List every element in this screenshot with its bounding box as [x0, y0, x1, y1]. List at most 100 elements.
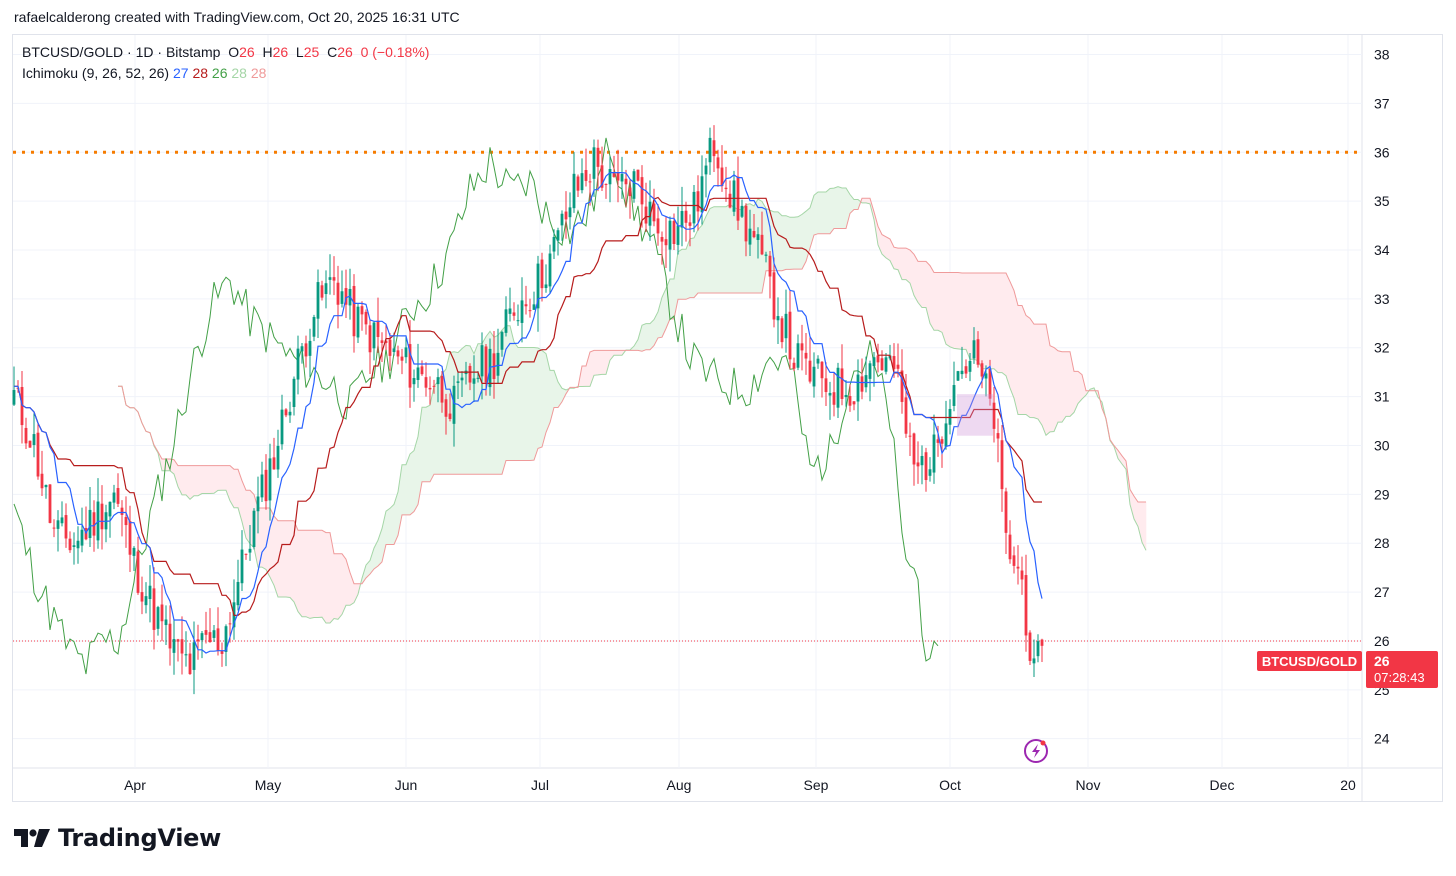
candle-body [940, 439, 944, 444]
candle-body [628, 187, 632, 197]
cloud-segment [961, 272, 967, 350]
chart-frame[interactable] [12, 34, 1443, 802]
high-value: 26 [272, 44, 289, 60]
cloud-segment [525, 347, 531, 461]
cloud-segment [989, 272, 995, 370]
candle-body [240, 549, 244, 584]
candle-body [376, 320, 380, 338]
candle-body [708, 137, 712, 163]
tradingview-logo-icon [14, 829, 50, 847]
candle-body [924, 452, 928, 481]
cloud-segment [1073, 371, 1079, 413]
candle-body [668, 220, 672, 250]
cloud-segment [181, 465, 187, 496]
candle-body [508, 308, 512, 314]
cloud-segment [1021, 305, 1027, 415]
candle-body [700, 176, 704, 213]
candle-body [964, 366, 968, 374]
candle-body [52, 527, 56, 529]
legend-separator: · [127, 44, 132, 60]
cloud-segment [937, 272, 943, 333]
candle-body [412, 378, 416, 385]
candle-body [844, 394, 848, 398]
candle-body [1012, 555, 1016, 566]
y-tick-label: 33 [1374, 291, 1390, 307]
candle-body [748, 228, 752, 245]
cloud-segment [617, 350, 623, 356]
candle-body [76, 540, 80, 549]
cloud-segment [401, 464, 407, 516]
cloud-segment [649, 318, 655, 351]
cloud-segment [641, 323, 647, 352]
candle-body [1028, 632, 1032, 661]
flash-icon [1032, 744, 1040, 758]
candle-body [280, 409, 284, 445]
cloud-segment [325, 532, 331, 624]
candle-body [480, 345, 484, 377]
symbol-legend[interactable]: BTCUSD/GOLD · 1D · Bitstamp O26 H26 L25 … [22, 44, 429, 60]
candle-body [20, 387, 24, 426]
symbol-name[interactable]: BTCUSD/GOLD [22, 44, 124, 60]
indicator-legend[interactable]: Ichimoku (9, 26, 52, 26) 27 28 26 28 28 [22, 65, 266, 81]
candle-body [800, 343, 804, 351]
candle-body [520, 300, 524, 323]
candle-body [496, 352, 500, 376]
cloud-segment [701, 216, 707, 294]
candle-body [12, 390, 16, 405]
candle-body [88, 509, 92, 539]
cloud-segment [749, 203, 755, 294]
cloud-segment [185, 465, 191, 501]
cloud-segment [245, 490, 251, 545]
candle-body [56, 520, 60, 529]
candle-body [636, 169, 640, 181]
candle-body [196, 639, 200, 642]
candle-body [556, 230, 560, 241]
close-value: 26 [337, 44, 353, 60]
candle-body [684, 210, 688, 223]
cloud-segment [813, 191, 819, 236]
candle-body [632, 171, 636, 199]
candle-body [596, 147, 600, 167]
tradingview-logo: TradingView [14, 824, 221, 852]
candle-body [860, 376, 864, 392]
candle-body [812, 366, 816, 387]
candle-body [672, 221, 676, 245]
candle-body [212, 630, 216, 638]
candle-body [24, 427, 28, 444]
candle-body [1008, 534, 1012, 560]
candle-body [616, 172, 620, 181]
cloud-segment [901, 247, 907, 280]
event-marker-icon [1024, 739, 1048, 763]
candle-body [936, 439, 940, 443]
cloud-segment [689, 237, 695, 298]
candle-body [368, 325, 372, 353]
cloud-segment [669, 278, 675, 320]
candle-body [176, 639, 180, 642]
candle-body [704, 165, 708, 175]
interval-label[interactable]: 1D [135, 44, 154, 60]
cloud-segment [753, 197, 759, 294]
cloud-segment [1037, 323, 1043, 427]
candle-body [160, 604, 164, 622]
cloud-segment [737, 208, 743, 294]
indicator-name[interactable]: Ichimoku (9, 26, 52, 26) [22, 65, 170, 81]
senkou-span-a-line [118, 186, 1147, 624]
candle-body [156, 607, 160, 629]
candle-body [1004, 491, 1008, 533]
candle-body [880, 358, 884, 371]
cloud-segment [965, 272, 971, 360]
y-tick-label: 28 [1374, 535, 1390, 551]
candle-body [284, 409, 288, 416]
y-tick-label: 31 [1374, 389, 1390, 405]
candle-body [380, 340, 384, 343]
candle-body [932, 434, 936, 473]
candle-body [1020, 570, 1024, 580]
x-tick-label: Jul [531, 777, 549, 793]
x-tick-label: 20 [1340, 777, 1356, 793]
cloud-segment [861, 198, 867, 204]
cloud-segment [905, 247, 911, 284]
candle-body [344, 288, 348, 305]
cloud-segment [421, 406, 427, 483]
y-tick-label: 29 [1374, 486, 1390, 502]
